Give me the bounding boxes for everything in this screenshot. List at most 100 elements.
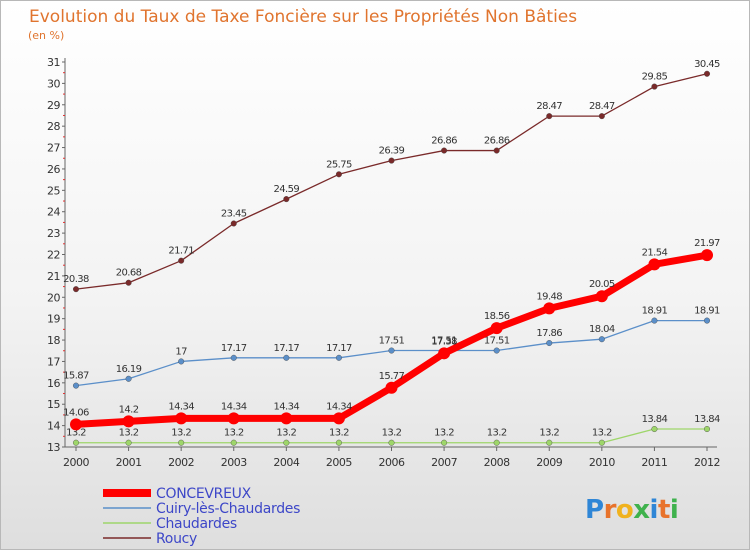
data-label: 14.06 [63, 407, 89, 418]
logo-letter: t [658, 495, 670, 525]
data-label: 20.68 [116, 268, 142, 279]
proxiti-logo: Proxiti [585, 495, 678, 525]
data-label: 29.85 [642, 72, 668, 83]
legend: CONCEVREUXCuiry-lès-ChaudardesChaudardes… [103, 486, 300, 547]
data-label: 13.2 [329, 428, 349, 439]
data-label: 13.84 [642, 414, 668, 425]
data-point [546, 340, 553, 347]
data-point [490, 322, 503, 335]
data-point [227, 412, 240, 425]
x-tick-label: 2008 [484, 456, 510, 469]
legend-label: Chaudardes [156, 516, 237, 532]
data-label: 14.2 [119, 404, 139, 415]
data-label: 26.86 [484, 136, 510, 147]
y-tick-label: 21 [47, 270, 60, 283]
data-point [385, 381, 398, 394]
y-tick-label: 30 [47, 77, 60, 90]
y-tick-label: 19 [47, 313, 60, 326]
x-tick-label: 2000 [63, 456, 89, 469]
data-label: 13.2 [224, 428, 244, 439]
series-3: 20.38 20.68 21.71 23.45 24.59 25.75 26.39 26.86… [63, 59, 721, 293]
data-label: 20.05 [589, 279, 615, 290]
data-label: 21.54 [642, 247, 668, 258]
data-point [125, 375, 132, 382]
y-tick-label: 23 [47, 227, 60, 240]
data-point [704, 70, 711, 77]
y-tick-label: 24 [47, 206, 60, 219]
data-label: 23.45 [221, 208, 247, 219]
x-tick-label: 2011 [641, 456, 667, 469]
y-tick-label: 13 [47, 441, 60, 454]
data-label: 17.51 [379, 336, 405, 347]
data-point [230, 220, 237, 227]
data-label: 24.59 [274, 184, 300, 195]
data-label: 17.51 [484, 336, 510, 347]
data-label: 14.34 [274, 401, 300, 412]
chart-title: Evolution du Taux de Taxe Foncière sur l… [29, 7, 577, 27]
data-point [493, 439, 500, 446]
x-tick-label: 2006 [379, 456, 405, 469]
data-label: 15.87 [63, 371, 89, 382]
data-point [122, 415, 135, 428]
x-tick-label: 2009 [536, 456, 562, 469]
data-point [335, 171, 342, 178]
data-label: 15.77 [379, 371, 405, 382]
data-point [72, 439, 79, 446]
x-tick-label: 2012 [694, 456, 720, 469]
data-point [546, 113, 553, 120]
data-label: 13.2 [539, 428, 559, 439]
data-label: 19.48 [536, 291, 562, 302]
data-point [598, 113, 605, 120]
y-tick-label: 17 [47, 355, 60, 368]
data-label: 26.86 [431, 136, 457, 147]
y-tick-label: 22 [47, 249, 60, 262]
x-tick-label: 2001 [116, 456, 142, 469]
logo-letter: i [650, 495, 658, 525]
data-point [493, 147, 500, 154]
data-label: 14.34 [326, 401, 352, 412]
data-point [388, 157, 395, 164]
logo-letter: r [604, 495, 617, 525]
data-point [283, 196, 290, 203]
legend-label: Roucy [156, 531, 197, 547]
data-label: 13.2 [276, 428, 296, 439]
y-tick-label: 26 [47, 163, 60, 176]
data-label: 17.17 [326, 343, 352, 354]
x-tick-label: 2004 [273, 456, 299, 469]
data-point [280, 412, 293, 425]
y-tick-label: 18 [47, 334, 60, 347]
data-point [704, 317, 711, 324]
data-point [178, 358, 185, 365]
data-point [332, 412, 345, 425]
data-label: 13.2 [119, 428, 139, 439]
data-point [598, 336, 605, 343]
data-label: 17.38 [431, 336, 457, 347]
x-tick-label: 2003 [221, 456, 247, 469]
y-tick-label: 25 [47, 184, 60, 197]
data-point [125, 279, 132, 286]
y-tick-label: 31 [47, 56, 60, 69]
data-point [441, 439, 448, 446]
x-tick-label: 2010 [589, 456, 615, 469]
data-point [335, 354, 342, 361]
data-point [388, 439, 395, 446]
data-point [283, 439, 290, 446]
data-label: 13.2 [592, 428, 612, 439]
data-point [441, 147, 448, 154]
data-point [651, 83, 658, 90]
y-tick-label: 29 [47, 99, 60, 112]
data-label: 17.17 [221, 343, 247, 354]
data-label: 30.45 [694, 59, 720, 70]
data-label: 17.17 [274, 343, 300, 354]
data-label: 13.84 [694, 414, 720, 425]
data-point [648, 258, 661, 271]
series-layer: 20.38 20.68 21.71 23.45 24.59 25.75 26.39 26.86… [63, 59, 721, 446]
y-tick-label: 28 [47, 120, 60, 133]
data-label: 18.04 [589, 324, 615, 335]
series-2: 13.2 13.2 13.2 13.2 13.2 13.2 13.2 13.2 13.2 13.2… [66, 414, 721, 446]
data-point [598, 439, 605, 446]
data-label: 25.75 [326, 159, 352, 170]
data-point [335, 439, 342, 446]
